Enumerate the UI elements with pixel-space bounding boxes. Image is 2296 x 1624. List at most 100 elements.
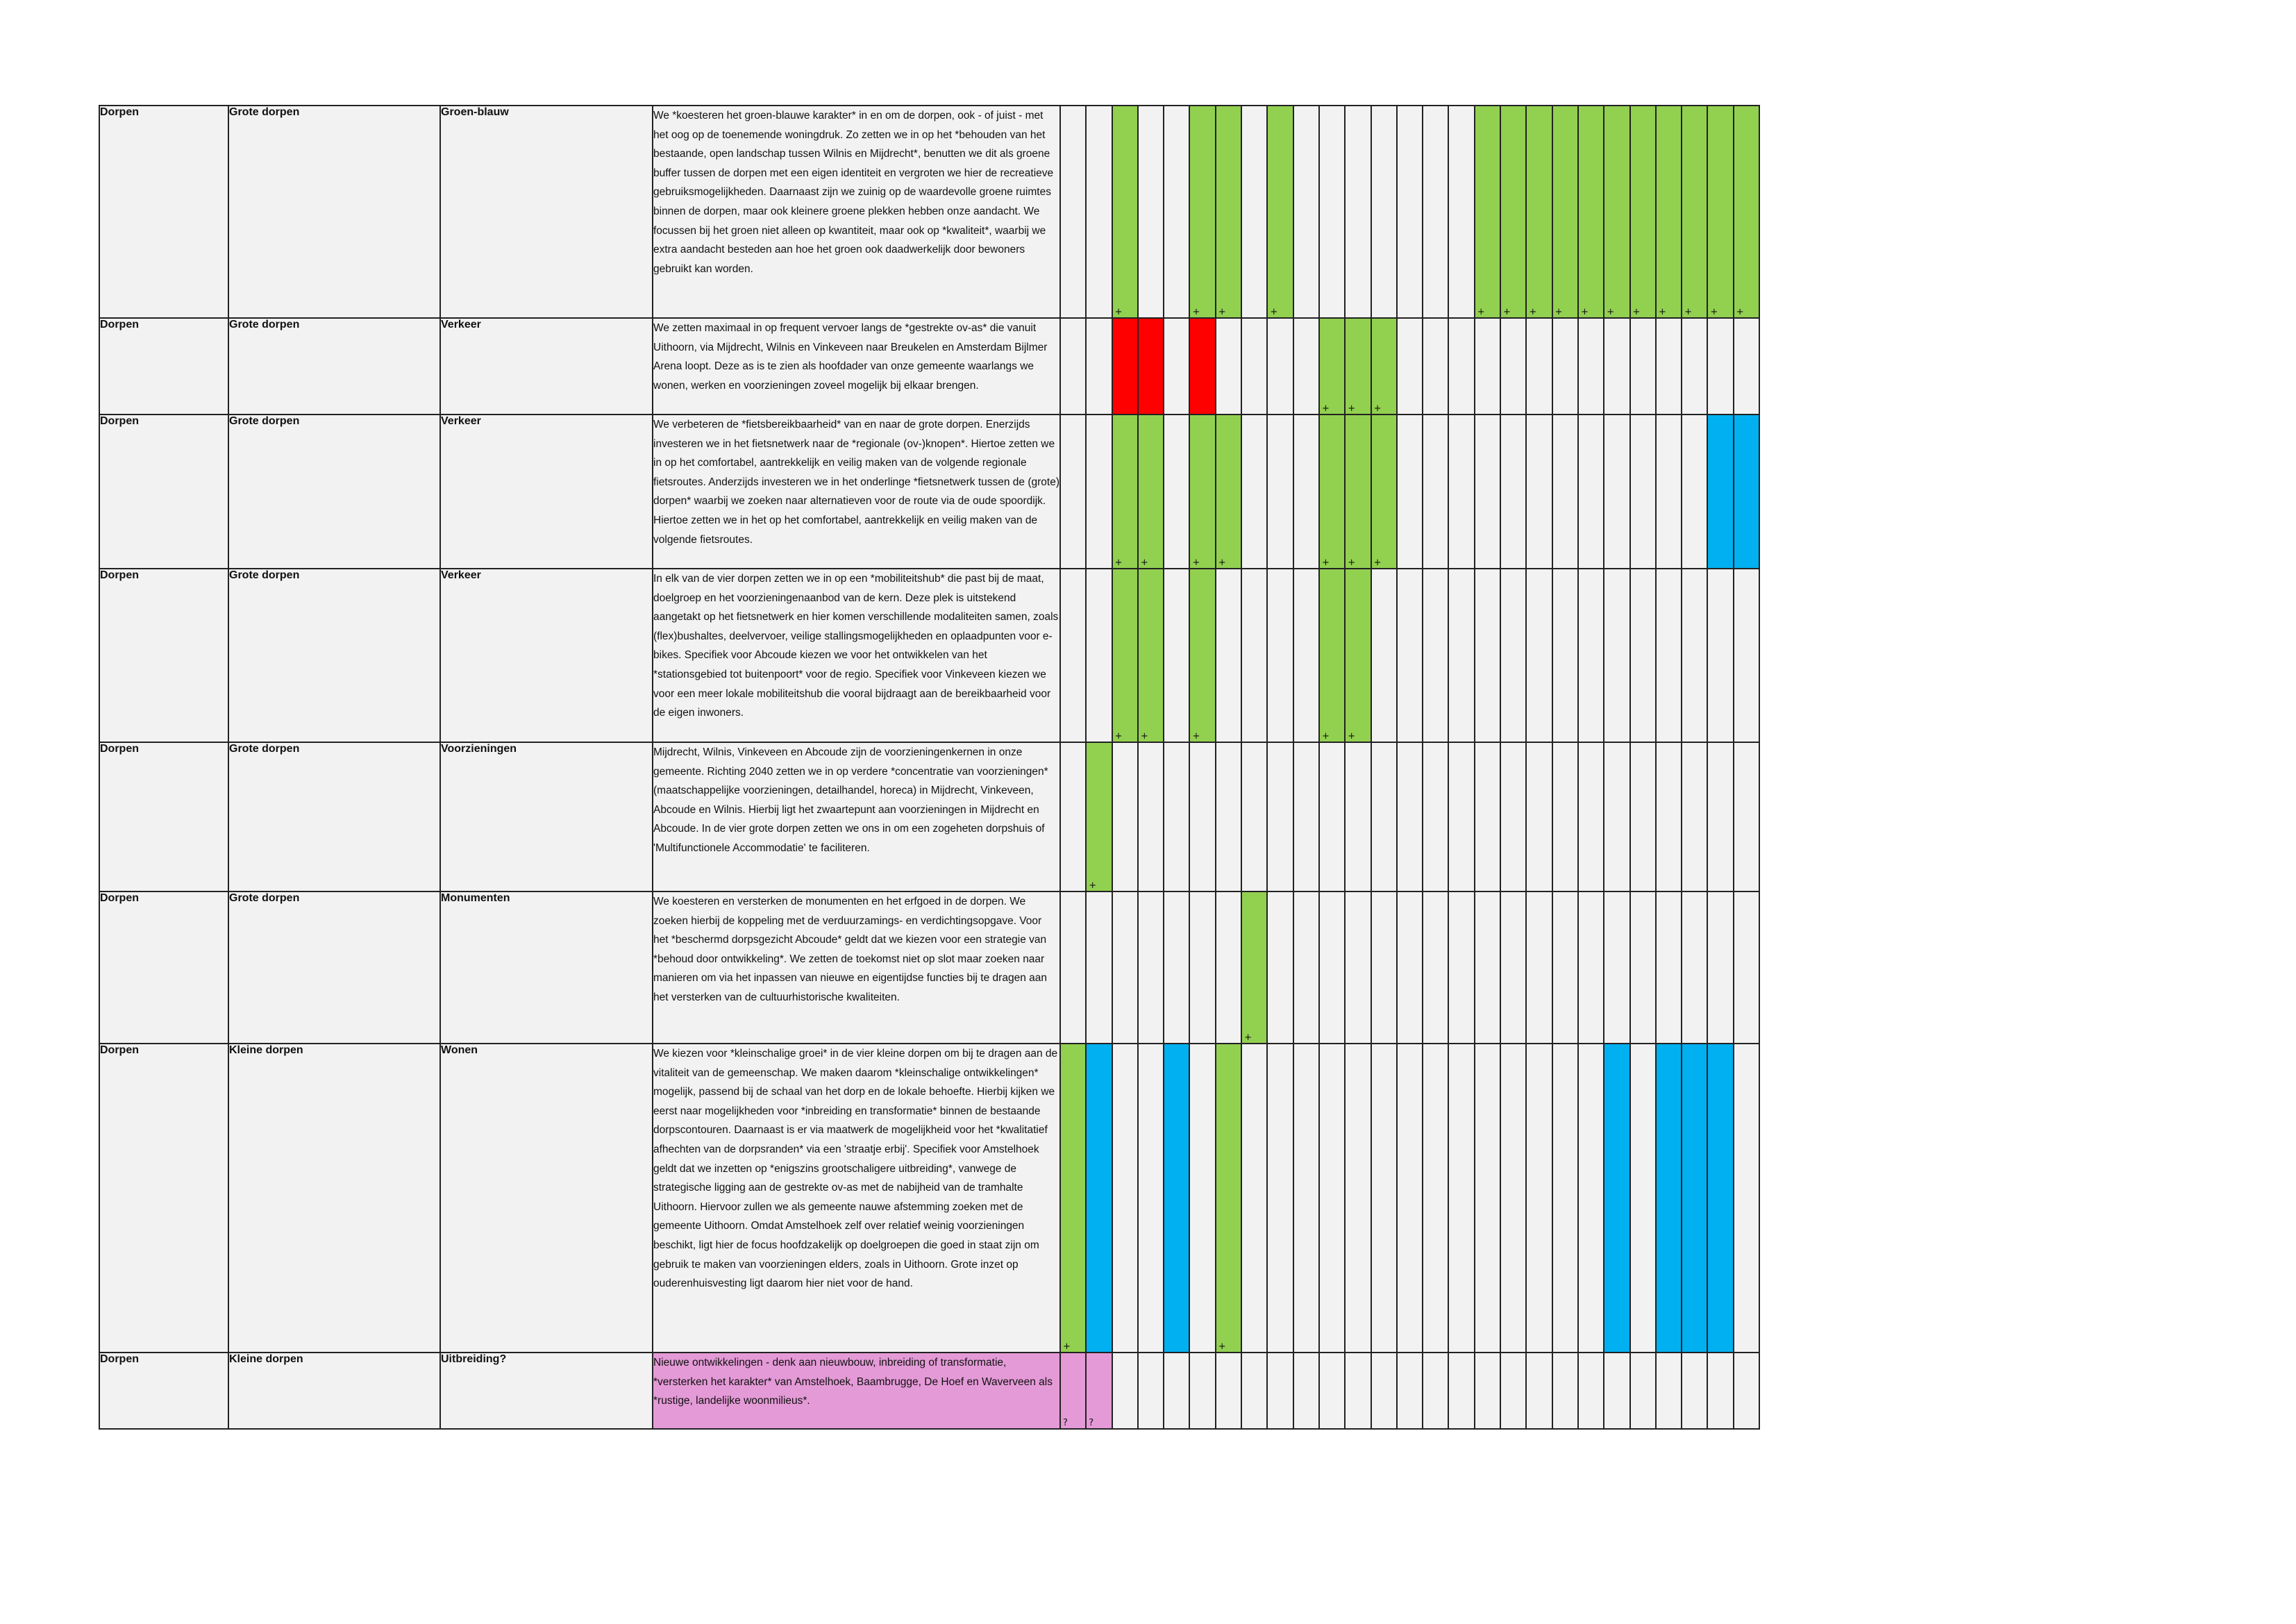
score-cell[interactable]	[1214, 1352, 1243, 1430]
score-cell-green[interactable]: +	[1370, 317, 1398, 415]
score-cell[interactable]	[1473, 1352, 1502, 1430]
score-cell[interactable]	[1707, 891, 1734, 1044]
score-cell[interactable]	[1241, 105, 1268, 319]
score-cell[interactable]	[1292, 1352, 1320, 1430]
topic-cell[interactable]: Verkeer	[439, 414, 653, 569]
score-cell-green[interactable]: +	[1318, 568, 1346, 743]
description-cell[interactable]: Nieuwe ontwikkelingen - denk aan nieuwbo…	[652, 1352, 1061, 1430]
score-cell[interactable]	[1422, 1352, 1450, 1430]
topic-cell[interactable]: Uitbreiding?	[439, 1352, 653, 1430]
description-cell[interactable]: We zetten maximaal in op frequent vervoe…	[652, 317, 1061, 415]
score-cell[interactable]	[1370, 1352, 1398, 1430]
score-cell[interactable]	[1059, 105, 1087, 319]
score-cell[interactable]	[1111, 1043, 1139, 1353]
score-cell[interactable]	[1732, 568, 1761, 743]
score-cell-blue[interactable]	[1603, 1043, 1631, 1353]
score-cell-green[interactable]: +	[1214, 105, 1243, 319]
score-cell[interactable]	[1654, 317, 1683, 415]
score-cell[interactable]	[1500, 742, 1527, 892]
score-cell[interactable]	[1085, 105, 1113, 319]
score-cell[interactable]	[1654, 742, 1683, 892]
category-cell[interactable]: Dorpen	[99, 105, 229, 319]
score-cell[interactable]	[1396, 1043, 1424, 1353]
score-cell-green[interactable]: +	[1344, 317, 1372, 415]
score-cell[interactable]	[1396, 742, 1424, 892]
score-cell[interactable]	[1603, 742, 1631, 892]
score-cell[interactable]	[1654, 891, 1683, 1044]
score-cell[interactable]	[1500, 891, 1527, 1044]
score-cell[interactable]	[1292, 317, 1320, 415]
score-cell[interactable]	[1577, 414, 1605, 569]
score-cell[interactable]	[1525, 1043, 1553, 1353]
score-cell[interactable]	[1525, 317, 1553, 415]
score-cell-blue[interactable]	[1681, 1043, 1709, 1353]
score-cell[interactable]	[1085, 891, 1113, 1044]
score-cell[interactable]	[1163, 891, 1191, 1044]
score-cell[interactable]	[1370, 105, 1398, 319]
score-cell[interactable]	[1448, 742, 1475, 892]
score-cell[interactable]	[1163, 568, 1191, 743]
subcategory-cell[interactable]: Grote dorpen	[228, 414, 441, 569]
topic-cell[interactable]: Voorzieningen	[439, 742, 653, 892]
score-cell[interactable]	[1292, 105, 1320, 319]
score-cell[interactable]	[1473, 568, 1502, 743]
score-cell[interactable]	[1344, 891, 1372, 1044]
score-cell[interactable]	[1448, 105, 1475, 319]
score-cell[interactable]	[1266, 742, 1294, 892]
score-cell[interactable]	[1551, 742, 1579, 892]
score-cell[interactable]	[1214, 568, 1243, 743]
score-cell[interactable]	[1525, 568, 1553, 743]
score-cell[interactable]	[1732, 1352, 1761, 1430]
score-cell[interactable]	[1396, 568, 1424, 743]
score-cell-blue[interactable]	[1654, 1043, 1683, 1353]
description-cell[interactable]: We koesteren en versterken de monumenten…	[652, 891, 1061, 1044]
score-cell[interactable]	[1241, 742, 1268, 892]
score-cell[interactable]	[1163, 105, 1191, 319]
score-cell[interactable]	[1111, 1352, 1139, 1430]
score-cell[interactable]	[1732, 742, 1761, 892]
score-cell[interactable]	[1707, 317, 1734, 415]
score-cell-green[interactable]: +	[1577, 105, 1605, 319]
score-cell[interactable]	[1681, 568, 1709, 743]
score-cell[interactable]	[1344, 105, 1372, 319]
score-cell[interactable]	[1707, 1352, 1734, 1430]
score-cell[interactable]	[1629, 1352, 1657, 1430]
score-cell[interactable]	[1059, 568, 1087, 743]
score-cell[interactable]	[1707, 742, 1734, 892]
score-cell[interactable]	[1422, 1043, 1450, 1353]
score-cell[interactable]	[1448, 568, 1475, 743]
score-cell[interactable]	[1422, 568, 1450, 743]
score-cell[interactable]	[1551, 568, 1579, 743]
topic-cell[interactable]: Wonen	[439, 1043, 653, 1353]
score-cell[interactable]	[1396, 1352, 1424, 1430]
description-cell[interactable]: Mijdrecht, Wilnis, Vinkeveen en Abcoude …	[652, 742, 1061, 892]
score-cell-green[interactable]: +	[1525, 105, 1553, 319]
score-cell[interactable]	[1085, 414, 1113, 569]
subcategory-cell[interactable]: Grote dorpen	[228, 105, 441, 319]
score-cell-green[interactable]: +	[1344, 414, 1372, 569]
score-cell-blue[interactable]	[1085, 1043, 1113, 1353]
score-cell[interactable]	[1059, 742, 1087, 892]
score-cell[interactable]	[1292, 891, 1320, 1044]
score-cell[interactable]	[1163, 1352, 1191, 1430]
score-cell-red[interactable]	[1111, 317, 1139, 415]
subcategory-cell[interactable]: Grote dorpen	[228, 317, 441, 415]
score-cell[interactable]	[1551, 891, 1579, 1044]
score-cell-green[interactable]: +	[1473, 105, 1502, 319]
description-cell[interactable]: We *koesteren het groen-blauwe karakter*…	[652, 105, 1061, 319]
score-cell[interactable]	[1266, 1352, 1294, 1430]
score-cell[interactable]	[1370, 568, 1398, 743]
score-cell[interactable]	[1318, 105, 1346, 319]
score-cell[interactable]	[1603, 568, 1631, 743]
score-cell[interactable]	[1654, 414, 1683, 569]
score-cell[interactable]	[1163, 317, 1191, 415]
score-cell-pinkc[interactable]: ?	[1085, 1352, 1113, 1430]
score-cell[interactable]	[1422, 414, 1450, 569]
score-cell[interactable]	[1629, 568, 1657, 743]
score-cell[interactable]	[1344, 1043, 1372, 1353]
score-cell[interactable]	[1629, 317, 1657, 415]
score-cell[interactable]	[1214, 317, 1243, 415]
category-cell[interactable]: Dorpen	[99, 891, 229, 1044]
category-cell[interactable]: Dorpen	[99, 568, 229, 743]
topic-cell[interactable]: Groen-blauw	[439, 105, 653, 319]
